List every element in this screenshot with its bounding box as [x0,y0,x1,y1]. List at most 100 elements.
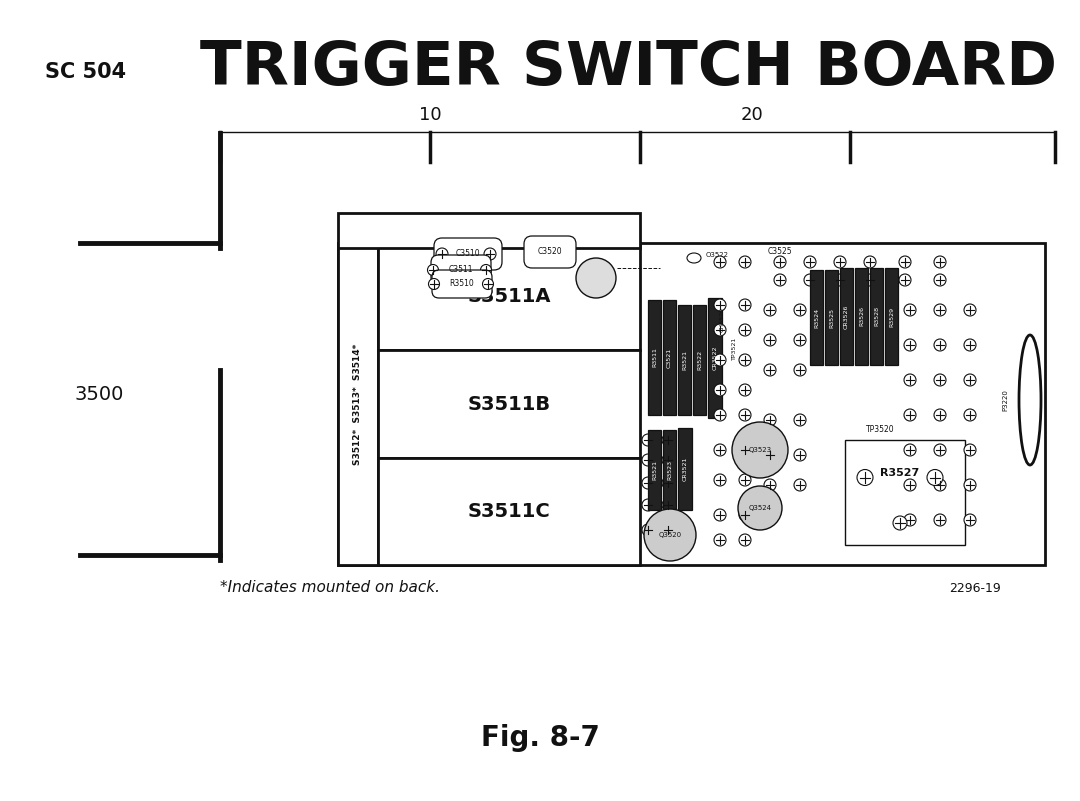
Circle shape [662,477,674,489]
Bar [678,428,692,510]
Circle shape [964,374,976,386]
Circle shape [904,514,916,526]
Text: CR3521: CR3521 [683,457,688,481]
Text: R3528: R3528 [874,307,879,327]
Text: CH3520: CH3520 [719,308,725,332]
Circle shape [662,434,674,446]
Circle shape [934,339,946,351]
Circle shape [934,256,946,268]
Circle shape [904,339,916,351]
Text: R3521: R3521 [652,460,657,480]
Circle shape [964,409,976,421]
Circle shape [794,304,806,316]
Text: 3500: 3500 [75,385,124,405]
Text: Q3524: Q3524 [748,505,771,511]
Text: TP3521: TP3521 [731,336,737,360]
Text: C3511: C3511 [449,265,473,275]
Circle shape [764,304,777,316]
Circle shape [739,299,751,311]
Bar [825,270,838,365]
Text: R3523: R3523 [667,460,672,480]
Circle shape [934,274,946,286]
Bar [678,305,691,415]
Circle shape [662,454,674,466]
Bar [378,457,640,565]
Bar [708,298,723,418]
Text: 10: 10 [419,106,442,124]
Text: TP3520: TP3520 [866,425,894,434]
Circle shape [864,274,876,286]
FancyBboxPatch shape [432,270,492,298]
Circle shape [964,479,976,491]
Text: S3511A: S3511A [468,288,551,306]
Text: Fig. 8-7: Fig. 8-7 [481,724,599,752]
Circle shape [927,469,943,485]
Text: CR3522: CR3522 [713,346,717,370]
Circle shape [794,334,806,346]
Circle shape [739,509,751,521]
Text: O3522: O3522 [706,252,729,258]
FancyBboxPatch shape [524,236,576,268]
Circle shape [429,279,440,289]
Text: C3520: C3520 [538,248,563,256]
Bar [338,243,378,565]
Text: R3522: R3522 [697,350,702,370]
Bar [693,305,706,415]
Circle shape [662,524,674,536]
Circle shape [964,514,976,526]
Text: 2296-19: 2296-19 [949,582,1001,594]
Circle shape [644,509,696,561]
Bar [648,300,661,415]
Circle shape [739,474,751,486]
Bar [338,213,640,248]
Circle shape [642,454,654,466]
Text: Q3523: Q3523 [748,447,771,453]
Bar [648,430,661,510]
Circle shape [964,339,976,351]
Circle shape [899,274,912,286]
Circle shape [483,279,494,289]
Text: R3524: R3524 [814,308,819,328]
Circle shape [714,444,726,456]
Text: Q3520: Q3520 [659,532,681,538]
Bar [840,268,853,365]
Circle shape [436,248,448,260]
Circle shape [904,409,916,421]
Circle shape [738,486,782,530]
Circle shape [662,499,674,511]
Circle shape [794,449,806,461]
Bar [663,300,676,415]
Circle shape [934,444,946,456]
Text: *Indicates mounted on back.: *Indicates mounted on back. [220,581,440,595]
Circle shape [904,479,916,491]
Bar [378,350,640,457]
Circle shape [714,474,726,486]
Ellipse shape [687,253,701,263]
Text: C3521: C3521 [667,348,672,368]
Circle shape [576,258,616,298]
FancyBboxPatch shape [431,255,491,285]
Circle shape [794,414,806,426]
Text: TRIGGER SWITCH BOARD: TRIGGER SWITCH BOARD [200,38,1057,98]
Circle shape [642,434,654,446]
Circle shape [714,256,726,268]
Text: R3511: R3511 [652,348,657,368]
Circle shape [714,324,726,336]
Text: R3527: R3527 [880,468,920,477]
Circle shape [834,256,846,268]
Ellipse shape [1020,335,1041,465]
Circle shape [794,364,806,376]
Circle shape [428,264,438,276]
Circle shape [899,256,912,268]
Circle shape [714,354,726,366]
Bar [855,268,868,365]
Text: S3511C: S3511C [468,502,551,521]
Circle shape [764,414,777,426]
Text: SC 504: SC 504 [45,62,126,82]
Circle shape [732,422,788,478]
Circle shape [714,409,726,421]
Text: R3525: R3525 [829,308,834,328]
Text: S3512*  S3513*  S3514*: S3512* S3513* S3514* [353,344,363,465]
Circle shape [764,449,777,461]
Circle shape [739,409,751,421]
